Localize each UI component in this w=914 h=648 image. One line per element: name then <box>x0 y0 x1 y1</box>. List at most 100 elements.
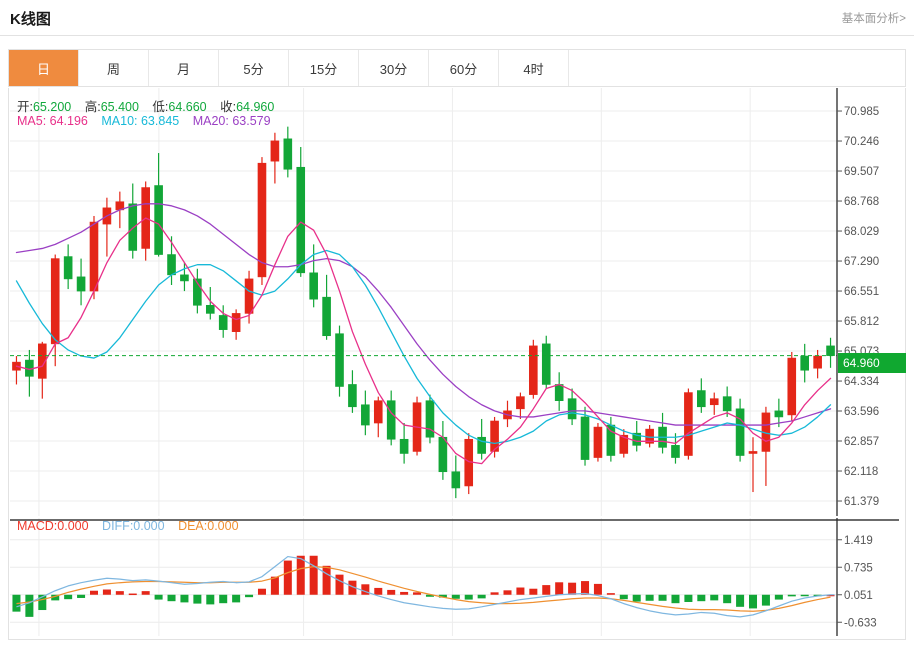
macd-hist-bar-12[interactable] <box>167 594 176 602</box>
candle-body-51[interactable] <box>671 445 680 458</box>
macd-hist-bar-51[interactable] <box>671 594 680 604</box>
candle-body-11[interactable] <box>154 185 163 255</box>
tab-6[interactable]: 60分 <box>429 50 499 86</box>
candle-body-28[interactable] <box>373 400 383 424</box>
macd-hist-bar-45[interactable] <box>593 583 602 595</box>
candle-body-18[interactable] <box>244 278 254 314</box>
macd-hist-bar-63[interactable] <box>826 594 835 597</box>
candle-body-55[interactable] <box>722 396 732 412</box>
macd-hist-bar-10[interactable] <box>141 591 150 595</box>
macd-hist-bar-48[interactable] <box>632 594 641 602</box>
macd-hist-bar-21[interactable] <box>283 560 292 595</box>
macd-hist-bar-39[interactable] <box>516 587 525 595</box>
macd-hist-bar-57[interactable] <box>749 594 758 609</box>
candle-body-9[interactable] <box>128 203 138 251</box>
macd-hist-bar-1[interactable] <box>25 594 34 617</box>
macd-hist-bar-8[interactable] <box>115 591 124 595</box>
candle-body-39[interactable] <box>516 396 525 410</box>
candle-body-6[interactable] <box>89 221 99 292</box>
macd-hist-bar-37[interactable] <box>490 592 499 595</box>
candle-body-4[interactable] <box>63 256 73 280</box>
fundamental-analysis-link[interactable]: 基本面分析> <box>841 13 906 25</box>
candle-body-44[interactable] <box>580 416 590 460</box>
macd-hist-bar-34[interactable] <box>451 594 460 599</box>
candle-body-17[interactable] <box>231 313 241 332</box>
macd-hist-bar-38[interactable] <box>503 590 512 595</box>
tab-3[interactable]: 5分 <box>219 50 289 86</box>
candle-body-30[interactable] <box>399 438 409 454</box>
candle-body-15[interactable] <box>205 304 215 314</box>
candle-body-36[interactable] <box>477 436 486 454</box>
candle-body-59[interactable] <box>774 410 784 418</box>
candle-body-34[interactable] <box>451 471 461 489</box>
candle-body-33[interactable] <box>438 436 448 473</box>
candle-body-54[interactable] <box>709 398 719 406</box>
macd-hist-bar-2[interactable] <box>38 594 47 611</box>
candle-body-57[interactable] <box>748 451 758 454</box>
candle-body-63[interactable] <box>826 345 835 356</box>
candle-body-47[interactable] <box>619 434 629 454</box>
candle-body-16[interactable] <box>218 315 228 330</box>
candle-body-29[interactable] <box>386 400 396 440</box>
macd-hist-bar-25[interactable] <box>335 574 344 595</box>
candle-body-2[interactable] <box>37 343 47 379</box>
macd-hist-bar-23[interactable] <box>309 555 318 595</box>
candle-body-27[interactable] <box>361 404 370 426</box>
macd-hist-bar-15[interactable] <box>206 594 215 605</box>
macd-hist-bar-17[interactable] <box>232 594 241 603</box>
macd-hist-bar-3[interactable] <box>51 594 60 601</box>
macd-hist-bar-44[interactable] <box>581 581 590 595</box>
candle-body-43[interactable] <box>567 398 577 420</box>
candle-body-21[interactable] <box>283 138 293 170</box>
macd-hist-bar-60[interactable] <box>787 594 796 597</box>
macd-hist-bar-13[interactable] <box>180 594 189 603</box>
macd-hist-bar-42[interactable] <box>555 582 564 595</box>
macd-hist-bar-30[interactable] <box>400 591 409 595</box>
candle-body-61[interactable] <box>800 355 810 371</box>
macd-hist-bar-47[interactable] <box>619 594 628 600</box>
macd-hist-bar-26[interactable] <box>348 580 357 595</box>
macd-hist-bar-4[interactable] <box>64 594 73 600</box>
tab-0[interactable]: 日 <box>9 50 79 86</box>
macd-hist-bar-52[interactable] <box>684 594 693 602</box>
candle-body-19[interactable] <box>257 162 267 278</box>
macd-hist-bar-5[interactable] <box>77 594 86 598</box>
candle-body-48[interactable] <box>632 432 642 446</box>
candle-body-23[interactable] <box>309 272 318 300</box>
candle-body-37[interactable] <box>490 420 499 452</box>
macd-hist-bar-6[interactable] <box>89 590 98 595</box>
macd-hist-bar-18[interactable] <box>245 594 254 598</box>
macd-hist-bar-29[interactable] <box>387 589 396 595</box>
macd-hist-bar-54[interactable] <box>710 594 719 601</box>
macd-hist-bar-41[interactable] <box>542 585 551 595</box>
macd-hist-bar-20[interactable] <box>270 576 279 595</box>
candle-body-22[interactable] <box>296 166 306 274</box>
candle-body-26[interactable] <box>348 384 357 408</box>
macd-hist-bar-11[interactable] <box>154 594 163 600</box>
macd-hist-bar-58[interactable] <box>761 594 770 606</box>
macd-hist-bar-7[interactable] <box>102 589 111 595</box>
macd-hist-bar-27[interactable] <box>361 584 370 595</box>
macd-hist-bar-33[interactable] <box>438 594 447 598</box>
candle-body-3[interactable] <box>50 258 60 345</box>
macd-hist-bar-14[interactable] <box>193 594 202 604</box>
candle-body-52[interactable] <box>684 392 693 456</box>
tab-2[interactable]: 月 <box>149 50 219 86</box>
macd-hist-bar-19[interactable] <box>257 588 266 595</box>
macd-hist-bar-36[interactable] <box>477 594 486 599</box>
candle-body-40[interactable] <box>529 345 538 395</box>
tab-4[interactable]: 15分 <box>289 50 359 86</box>
macd-hist-bar-22[interactable] <box>296 555 305 595</box>
candle-body-62[interactable] <box>813 355 822 369</box>
chart-container[interactable]: 70.985 70.246 69.507 68.768 68.029 67.290 66.5… <box>8 88 906 640</box>
candle-body-41[interactable] <box>541 343 551 385</box>
candle-body-24[interactable] <box>322 296 331 337</box>
macd-hist-bar-43[interactable] <box>568 582 577 595</box>
kline-chart[interactable]: 70.985 70.246 69.507 68.768 68.029 67.290 66.5… <box>9 88 905 638</box>
candle-body-25[interactable] <box>335 333 344 387</box>
candle-body-5[interactable] <box>76 276 86 292</box>
macd-hist-bar-40[interactable] <box>529 588 538 595</box>
candle-body-53[interactable] <box>697 390 706 408</box>
macd-hist-bar-55[interactable] <box>723 594 732 604</box>
macd-hist-bar-59[interactable] <box>774 594 783 600</box>
